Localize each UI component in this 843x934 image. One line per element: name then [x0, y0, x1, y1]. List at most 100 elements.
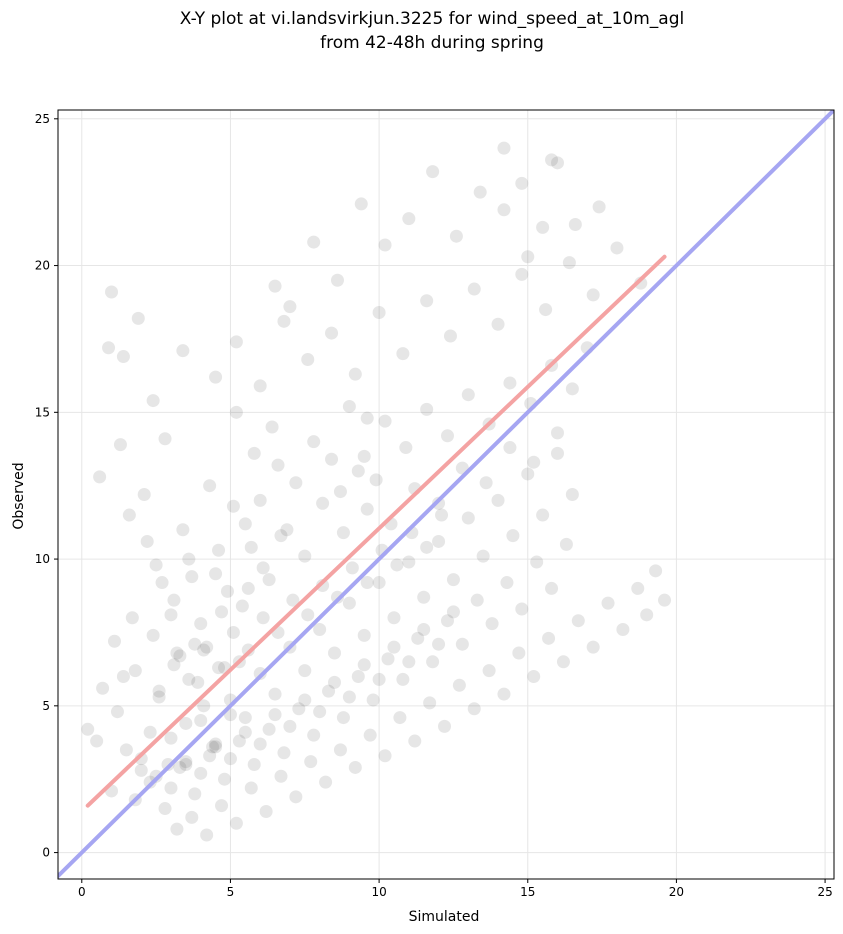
- scatter-point: [262, 573, 276, 587]
- scatter-point: [307, 435, 321, 449]
- scatter-point: [182, 672, 196, 686]
- scatter-point: [217, 772, 231, 786]
- scatter-point: [197, 699, 211, 713]
- scatter-point: [565, 488, 579, 501]
- scatter-point: [530, 555, 544, 569]
- scatter-point: [256, 611, 270, 625]
- scatter-point: [298, 549, 312, 563]
- scatter-point: [107, 634, 121, 648]
- scatter-point: [229, 405, 243, 419]
- scatter-point: [562, 256, 576, 270]
- scatter-point: [354, 197, 368, 211]
- scatter-point: [209, 370, 223, 384]
- scatter-point: [348, 367, 362, 381]
- scatter-point: [503, 376, 517, 390]
- scatter-point: [336, 711, 350, 725]
- scatter-point: [158, 802, 172, 816]
- scatter-point: [116, 350, 130, 364]
- scatter-point: [449, 229, 463, 243]
- scatter-point: [571, 614, 585, 628]
- scatter-point: [342, 399, 356, 413]
- scatter-point: [125, 611, 139, 625]
- scatter-point: [527, 669, 541, 683]
- scatter-point: [336, 526, 350, 540]
- scatter-point: [155, 576, 169, 590]
- scatter-point: [402, 555, 416, 569]
- scatter-point: [206, 740, 220, 754]
- scatter-point: [521, 250, 535, 264]
- scatter-point: [432, 496, 446, 510]
- one-to-one-line: [58, 110, 834, 879]
- scatter-point: [131, 311, 145, 325]
- scatter-point: [262, 722, 276, 736]
- scatter-point: [438, 719, 452, 733]
- scatter-point: [351, 669, 365, 683]
- scatter-point: [313, 623, 327, 637]
- scatter-point: [149, 558, 163, 572]
- scatter-point: [470, 593, 484, 607]
- scatter-point: [170, 646, 184, 660]
- scatter-point: [149, 769, 163, 783]
- scatter-point: [402, 655, 416, 669]
- scatter-point: [176, 344, 190, 358]
- scatter-point: [417, 623, 431, 637]
- scatter-point: [215, 799, 229, 813]
- scatter-point: [479, 476, 493, 490]
- scatter-point: [545, 581, 559, 595]
- scatter-point: [146, 628, 160, 642]
- scatter-point: [363, 728, 377, 742]
- reference-lines: [58, 110, 834, 879]
- scatter-point: [238, 517, 252, 531]
- scatter-point: [143, 725, 157, 739]
- scatter-point: [330, 590, 344, 604]
- scatter-point: [280, 523, 294, 537]
- x-axis-label: Simulated: [409, 909, 480, 925]
- scatter-point: [360, 411, 374, 425]
- scatter-point: [105, 285, 119, 299]
- scatter-point: [542, 631, 556, 645]
- scatter-point: [253, 737, 267, 751]
- scatter-point: [506, 529, 520, 543]
- x-tick-label: 5: [227, 885, 235, 899]
- scatter-point: [640, 608, 654, 622]
- scatter-point: [298, 693, 312, 707]
- y-tick-label: 5: [42, 699, 50, 713]
- scatter-point: [235, 599, 249, 613]
- scatter-point: [164, 731, 178, 745]
- scatter-point: [357, 449, 371, 463]
- scatter-point: [497, 203, 511, 217]
- scatter-point: [289, 790, 303, 804]
- scatter-point: [274, 529, 288, 543]
- scatter-point: [307, 728, 321, 742]
- scatter-point: [325, 452, 339, 466]
- scatter-point: [226, 499, 240, 513]
- scatter-point: [229, 816, 243, 830]
- scatter-point: [333, 485, 347, 499]
- scatter-point: [122, 508, 136, 522]
- scatter-point: [372, 306, 386, 320]
- scatter-point: [197, 643, 211, 657]
- scatter-point: [446, 605, 460, 619]
- scatter-point: [185, 810, 199, 824]
- scatter-point: [446, 573, 460, 587]
- scatter-point: [420, 402, 434, 416]
- scatter-point: [238, 711, 252, 725]
- scatter-point: [200, 640, 214, 654]
- scatter-point: [527, 455, 541, 469]
- scatter-point: [277, 746, 291, 760]
- scatter-point: [503, 441, 517, 455]
- scatter-point: [360, 502, 374, 516]
- scatter-point: [215, 605, 229, 619]
- scatter-point: [357, 658, 371, 672]
- scatter-point: [568, 217, 582, 231]
- scatter-point: [592, 200, 606, 214]
- scatter-point: [435, 508, 449, 522]
- grid: [58, 110, 834, 879]
- scatter-point: [292, 702, 306, 716]
- scatter-point: [304, 755, 318, 769]
- scatter-point: [194, 766, 208, 780]
- x-tick-label: 20: [669, 885, 684, 899]
- scatter-point: [426, 655, 440, 669]
- scatter-point: [179, 716, 193, 730]
- scatter-point: [238, 725, 252, 739]
